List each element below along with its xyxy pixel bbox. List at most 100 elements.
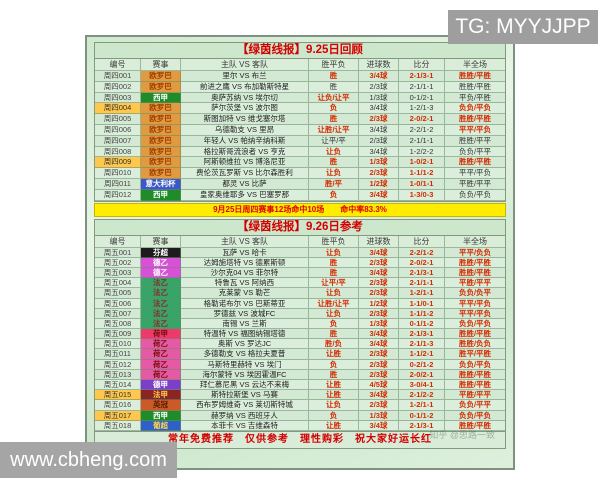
match-id: 周四012 (95, 189, 141, 201)
pick-halffull: 平平/负负 (445, 247, 505, 258)
pick-goals: 2/3球 (359, 369, 399, 380)
pick-goals: 1/3球 (359, 92, 399, 104)
match-teams: 都灵 VS 比萨 (181, 178, 309, 190)
pick-goals: 3/4球 (359, 420, 399, 431)
pick-halffull: 胜胜/平胜 (445, 267, 505, 279)
pick-wdl: 让负 (309, 288, 359, 299)
column-header: 主队 VS 客队 (181, 59, 309, 71)
forecast-table: 【绿茵线报】9.26日参考 编号 赛事 主队 VS 客队 胜平负 进球数 比分 半全场 周五… (94, 218, 506, 432)
pick-halffull: 平负/平胜 (445, 92, 505, 104)
match-id: 周五018 (95, 420, 141, 431)
pick-wdl: 让负 (309, 308, 359, 319)
match-teams: 皇家奥维耶多 VS 巴塞罗那 (181, 189, 309, 201)
match-teams: 萨尔茨堡 VS 波尔图 (181, 103, 309, 115)
match-row: 周四012 西甲 皇家奥维耶多 VS 巴塞罗那负 3/4球 1-3/0-3 负负/平负 (95, 189, 505, 201)
match-row: 周四010 欧罗巴 费伦茨瓦罗斯 VS 比尔森胜利 让负 2/3球 1-1/1-2 平平/平… (95, 168, 505, 179)
league-tag: 葡超 (141, 420, 181, 431)
pick-goals: 3/4球 (359, 247, 399, 258)
pick-halffull: 平平/平负 (445, 308, 505, 319)
pick-score: 1-1/1-2 (399, 168, 445, 179)
match-row: 周四002 欧罗巴 前进之鹰 VS 布加勒斯特星胜 2/3球 2-1/1-1 胜胜/平胜 (95, 81, 505, 93)
pick-wdl: 让胜 (309, 420, 359, 431)
pick-halffull: 平平/平负 (445, 298, 505, 309)
league-tag: 欧罗巴 (141, 135, 181, 147)
league-tag: 荷乙 (141, 369, 181, 380)
pick-wdl: 让胜/让平 (309, 124, 359, 136)
match-id: 周四005 (95, 114, 141, 125)
column-header: 半全场 (445, 59, 505, 71)
match-row: 周五014 德甲 拜仁慕尼黑 VS 云达不来梅 让胜 4/5球 3-0/4-1 胜胜/平胜 (95, 380, 505, 391)
match-teams: 达姆施塔特 VS 德累斯顿 (181, 257, 309, 268)
pick-wdl: 负 (309, 410, 359, 421)
pick-halffull: 负负/平负 (445, 318, 505, 330)
match-row: 周四011 意大利杯 都灵 VS 比萨 胜/平 1/2球 1-0/1-1 平胜/平平 (95, 178, 505, 190)
pick-score: 1-3/0-3 (399, 189, 445, 201)
league-tag: 欧罗巴 (141, 124, 181, 136)
match-id: 周四007 (95, 135, 141, 147)
match-id: 周四001 (95, 71, 141, 82)
pick-wdl: 胜 (309, 157, 359, 169)
pick-halffull: 胜胜/平胜 (445, 114, 505, 125)
match-id: 周五014 (95, 380, 141, 391)
pick-goals: 3/4球 (359, 124, 399, 136)
review-table: 【绿茵线报】9.25日回顾 编号 赛事 主队 VS 客队 胜平负 进球数 比分 半全场 周四… (94, 42, 506, 202)
league-tag: 西甲 (141, 189, 181, 201)
match-id: 周五010 (95, 339, 141, 350)
column-header: 赛事 (141, 235, 181, 248)
league-tag: 欧罗巴 (141, 157, 181, 169)
pick-wdl: 负 (309, 318, 359, 330)
pick-score: 2-1/1-3 (399, 339, 445, 350)
pick-wdl: 让负/让平 (309, 92, 359, 104)
match-teams: 西布罗姆维奇 VS 莱切斯特城 (181, 400, 309, 411)
pick-halffull: 胜胜/平胜 (445, 420, 505, 431)
match-row: 周四008 欧罗巴 格拉斯哥流浪者 VS 亨克 让负 3/4球 1-2/2-2 负负/平平 (95, 146, 505, 158)
match-id: 周四006 (95, 124, 141, 136)
match-row: 周五015 法甲 斯特拉斯堡 VS 马赛 让胜 3/4球 2-1/2-2 平胜/平平 (95, 390, 505, 401)
pick-wdl: 让负 (309, 400, 359, 411)
match-id: 周四008 (95, 146, 141, 158)
league-tag: 法乙 (141, 278, 181, 289)
match-teams: 乌德勒支 VS 里昂 (181, 124, 309, 136)
match-teams: 瓦萨 VS 哈卡 (181, 247, 309, 258)
pick-wdl: 让胜 (309, 349, 359, 360)
pick-halffull: 负负/平负 (445, 103, 505, 115)
match-teams: 特温特 VS 福图纳锡塔德 (181, 329, 309, 340)
match-row: 周五012 荷乙 马斯特里赫特 VS 埃门负 2/3球 0-2/1-2 负负/平负 (95, 359, 505, 370)
column-header: 赛事 (141, 59, 181, 71)
pick-goals: 2/3球 (359, 114, 399, 125)
league-tag: 欧罗巴 (141, 103, 181, 115)
pick-score: 2-1/3-1 (399, 329, 445, 340)
pick-wdl: 让胜 (309, 390, 359, 401)
column-header: 进球数 (359, 59, 399, 71)
pick-score: 0-1/2-1 (399, 92, 445, 104)
match-id: 周五011 (95, 349, 141, 360)
match-id: 周四004 (95, 103, 141, 115)
pick-score: 1-1/2-1 (399, 349, 445, 360)
pick-goals: 3/4球 (359, 390, 399, 401)
match-row: 周五018 葡超 本菲卡 VS 吉维森特 让胜 3/4球 2-1/3-1 胜胜/平胜 (95, 420, 505, 431)
pick-goals: 3/4球 (359, 146, 399, 158)
match-teams: 特鲁瓦 VS 阿纳西 (181, 278, 309, 289)
match-teams: 沙尔克04 VS 菲尔特 (181, 267, 309, 279)
column-header: 编号 (95, 235, 141, 248)
pick-goals: 2/3球 (359, 168, 399, 179)
forecast-table-rows: 周五001 芬超 瓦萨 VS 哈卡 让负 3/4球 2-2/1-2 平平/负负 周五002 德乙… (95, 247, 505, 431)
tips-sheet: 【绿茵线报】9.25日回顾 编号 赛事 主队 VS 客队 胜平负 进球数 比分 半全场 周四… (85, 35, 515, 470)
pick-halffull: 负负/平负 (445, 410, 505, 421)
match-id: 周五005 (95, 288, 141, 299)
review-table-rows: 周四001 欧罗巴 里尔 VS 布兰胜 3/4球 2-1/3-1 胜胜/平胜 周四002 欧罗… (95, 71, 505, 201)
match-teams: 前进之鹰 VS 布加勒斯特星 (181, 81, 309, 93)
pick-wdl: 胜 (309, 81, 359, 93)
league-tag: 英冠 (141, 400, 181, 411)
pick-wdl: 负 (309, 359, 359, 370)
column-header: 比分 (399, 59, 445, 71)
pick-halffull: 胜胜/平胜 (445, 157, 505, 169)
pick-score: 2-0/2-1 (399, 369, 445, 380)
match-row: 周五004 法乙 特鲁瓦 VS 阿纳西 让平/平 2/3球 2-1/1-1 平胜/平平 (95, 278, 505, 289)
league-tag: 荷甲 (141, 329, 181, 340)
league-tag: 德甲 (141, 380, 181, 391)
pick-goals: 2/3球 (359, 257, 399, 268)
match-row: 周四001 欧罗巴 里尔 VS 布兰胜 3/4球 2-1/3-1 胜胜/平胜 (95, 71, 505, 82)
pick-goals: 3/4球 (359, 339, 399, 350)
pick-halffull: 平胜/平平 (445, 178, 505, 190)
